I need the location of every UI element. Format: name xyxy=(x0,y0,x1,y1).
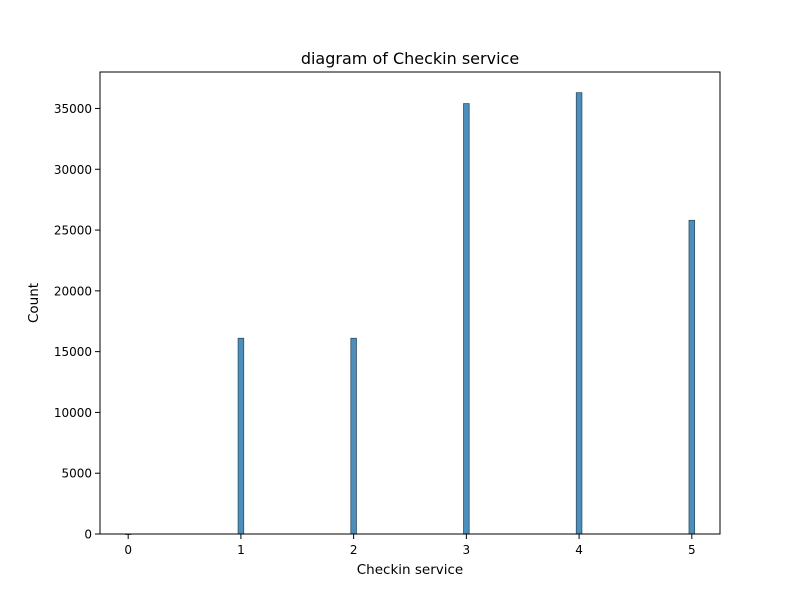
x-tick-label: 1 xyxy=(237,543,245,557)
y-axis-label: Count xyxy=(26,283,42,323)
y-tick-label: 10000 xyxy=(54,406,92,420)
y-tick-label: 15000 xyxy=(54,345,92,359)
y-tick-label: 5000 xyxy=(61,467,92,481)
y-tick-label: 20000 xyxy=(54,284,92,298)
y-tick-label: 30000 xyxy=(54,163,92,177)
y-tick-label: 35000 xyxy=(54,102,92,116)
bar-4 xyxy=(575,92,583,535)
x-tick-label: 4 xyxy=(575,543,583,557)
plot-frame xyxy=(99,71,721,535)
bar-1 xyxy=(237,337,245,535)
bar-5 xyxy=(688,219,696,535)
x-tick-label: 2 xyxy=(350,543,358,557)
y-ticks-group: 0 5000 10000 15000 20000 25000 30000 35000 xyxy=(54,102,100,542)
x-tick-label: 3 xyxy=(463,543,471,557)
bar-3 xyxy=(463,103,470,535)
bar-2 xyxy=(350,337,357,535)
y-tick-label: 25000 xyxy=(54,224,92,238)
chart-title: diagram of Checkin service xyxy=(301,49,519,68)
x-ticks-group: 0 1 2 3 4 5 xyxy=(124,534,696,557)
x-axis-label: Checkin service xyxy=(357,562,463,578)
y-tick-label: 0 xyxy=(84,528,92,542)
x-tick-label: 5 xyxy=(688,543,696,557)
x-tick-label: 0 xyxy=(124,543,132,557)
